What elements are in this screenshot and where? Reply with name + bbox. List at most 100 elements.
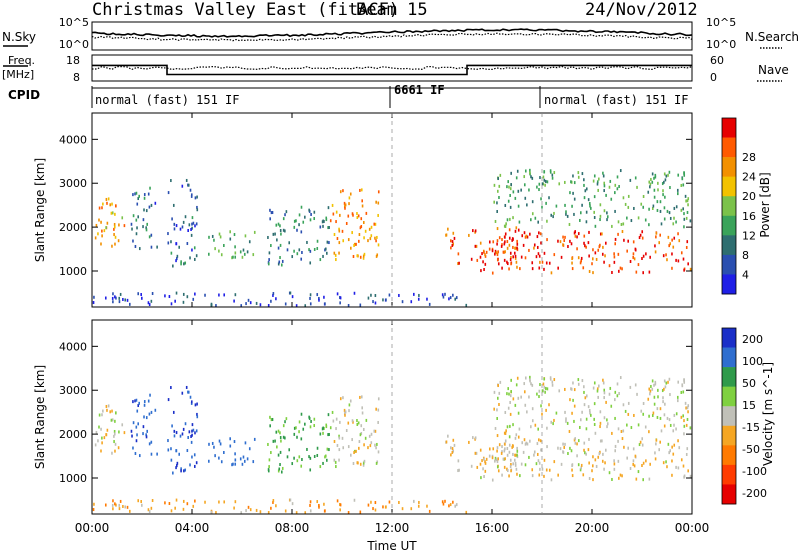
power-cell [341,229,344,233]
velocity-cell [683,379,685,383]
velocity-cell [593,422,596,426]
velocity-cell [618,391,620,395]
velocity-cell [516,455,519,459]
power-cell [622,196,625,200]
velocity-cell [428,509,431,513]
power-cell [300,205,303,209]
power-cell [502,250,505,254]
power-cell [145,226,147,230]
power-cell [573,181,576,185]
velocity-cell [98,413,101,417]
velocity-cell [453,443,456,447]
velocity-cell [571,464,573,468]
power-cell [610,197,613,201]
power-cell [329,219,332,223]
power-cell [650,177,652,181]
power-cell [577,171,580,175]
velocity-cell [293,432,296,436]
power-cell [484,253,486,257]
power-cell [680,251,683,255]
power-cell [241,255,244,259]
velocity-cell [452,449,455,453]
power-cell [603,260,605,264]
power-cell [106,201,108,205]
power-cell [188,223,191,227]
velocity-cell [507,406,510,410]
power-cell [234,255,237,259]
velocity-cell [508,392,510,396]
velocity-cell [540,404,542,408]
power-cell [640,202,643,206]
power-cell [677,173,680,177]
power-cell [126,298,129,302]
power-cell [516,246,518,250]
power-cell [648,223,650,227]
power-cell [548,261,551,265]
velocity-cell [508,443,511,447]
power-cell [98,206,101,210]
power-cell [590,206,592,210]
velocity-cell [360,431,363,435]
velocity-cell [189,395,192,399]
power-cell [304,215,306,219]
power-cell [675,258,677,262]
power-cell [382,298,384,302]
power-cell [218,232,221,236]
velocity-cell [617,427,620,431]
velocity-cell [606,425,608,429]
power-cell [476,258,479,262]
power-cell [335,258,337,262]
power-cell [683,173,686,177]
velocity-cell [219,442,222,446]
power-cell [677,259,680,263]
velocity-cell [150,410,153,414]
velocity-cell [506,447,509,451]
power-cell [592,271,594,275]
velocity-cell [504,457,506,461]
power-cell [365,211,368,215]
power-cell [110,211,113,215]
velocity-cell [514,461,517,465]
velocity-cell [118,503,121,507]
power-cell [357,214,360,218]
power-cell [602,245,604,249]
power-cell [651,206,654,210]
velocity-cell [192,428,195,432]
power-cell [645,252,647,256]
power-cell [247,298,250,302]
power-cell [349,192,352,196]
power-cell [514,256,517,260]
power-cell [617,220,620,224]
power-cell [358,233,361,237]
velocity-cell [676,395,679,399]
velocity-cell [648,387,651,391]
power-cell [585,245,587,249]
velocity-cell [275,504,277,508]
power-cell [214,247,216,251]
velocity-cell [172,471,174,475]
velocity-cell [114,502,116,506]
power-ylabel: Slant Range [km] [33,158,47,262]
velocity-cell [671,459,673,463]
freq-left-tick-top: 18 [66,54,80,67]
power-cell [151,292,154,296]
power-cell [667,173,669,177]
velocity-cell [282,424,285,428]
power-cell [267,262,270,266]
velocity-cell [382,505,384,509]
velocity-cell [272,500,274,504]
power-cell [673,216,675,220]
velocity-cell [479,462,482,466]
power-cell [377,243,380,247]
velocity-cell [374,501,377,505]
power-cell [677,232,679,236]
power-cell [686,210,689,214]
power-cell [633,257,636,261]
power-cell [559,240,562,244]
velocity-cell [304,511,307,515]
colorbar-swatch [722,254,736,275]
velocity-cell [689,426,692,430]
velocity-cell [516,449,519,453]
velocity-cell [627,446,630,450]
velocity-cell [493,407,495,411]
